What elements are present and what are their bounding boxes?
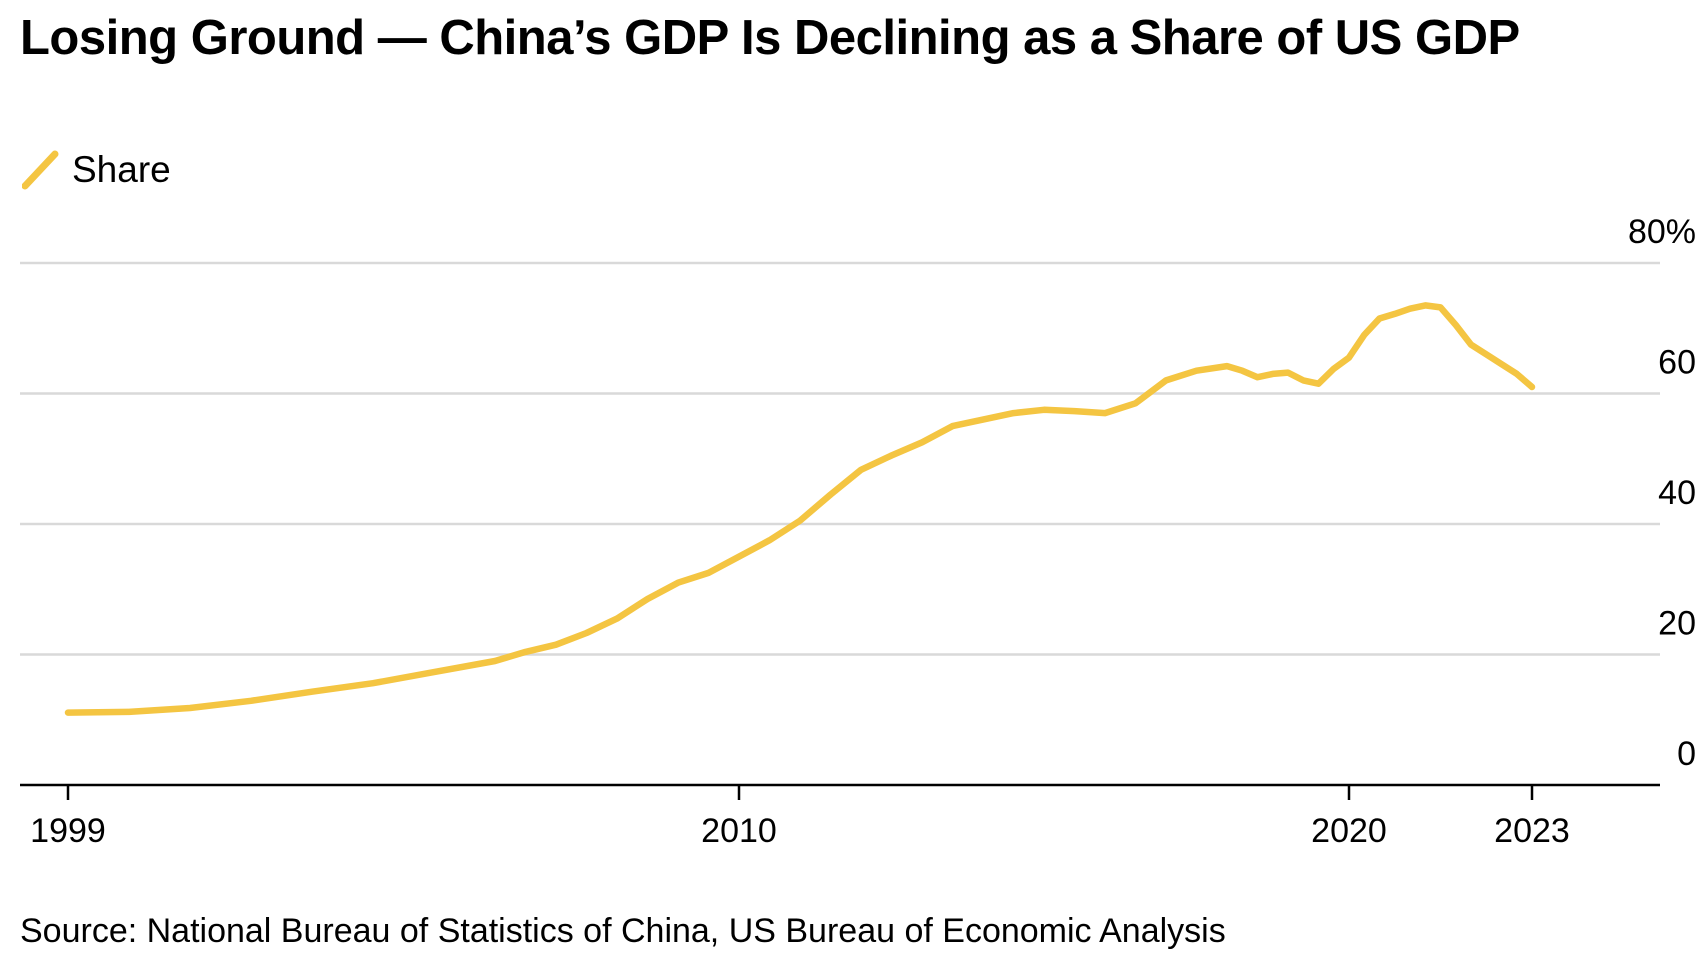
legend: Share <box>22 149 171 190</box>
series-layer <box>64 302 1536 716</box>
x-axis: 1999 2010 2020 2023 <box>20 783 1660 850</box>
x-tick-label: 2010 <box>701 812 777 850</box>
chart-title: Losing Ground — China’s GDP Is Declining… <box>20 11 1520 65</box>
gridlines <box>20 261 1660 656</box>
legend-swatch-share <box>22 150 59 190</box>
y-tick-label: 20 <box>1658 605 1696 643</box>
source-note: Source: National Bureau of Statistics of… <box>20 912 1226 950</box>
y-tick-label: 40 <box>1658 474 1696 512</box>
legend-label-share: Share <box>72 149 171 190</box>
x-tick-label: 2020 <box>1311 812 1387 850</box>
y-tick-label: 0 <box>1677 735 1696 773</box>
x-tick-label: 2023 <box>1494 812 1570 850</box>
y-axis-tick-labels: 0 20 40 60 80% <box>1628 213 1696 773</box>
y-tick-label: 60 <box>1658 344 1696 382</box>
x-tick-label: 1999 <box>30 812 106 850</box>
series-line-share <box>64 302 1536 716</box>
y-tick-label: 80% <box>1628 213 1696 251</box>
